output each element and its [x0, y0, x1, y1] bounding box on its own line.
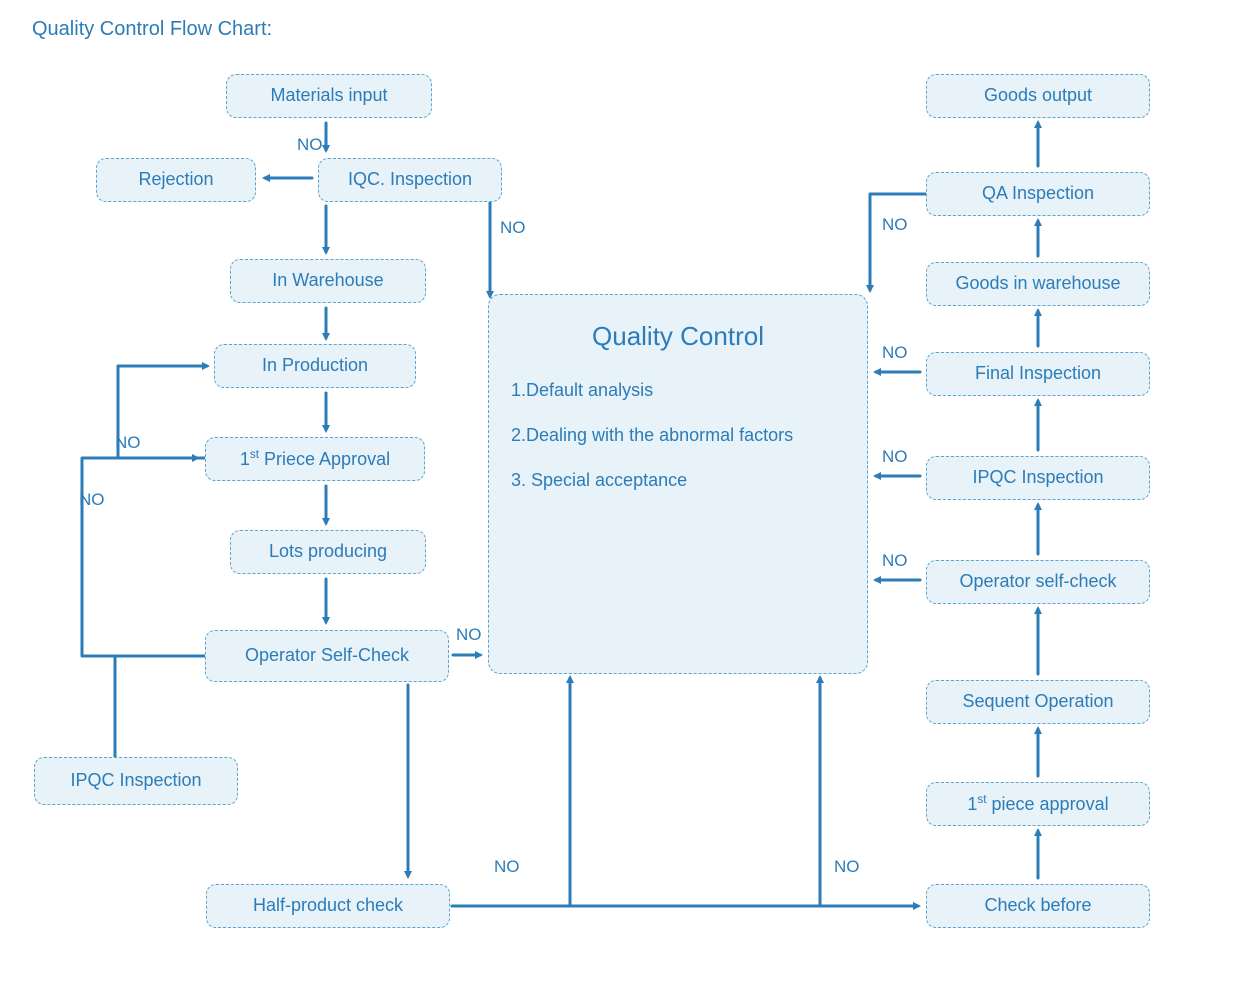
edge-label-no: NO [882, 447, 908, 467]
node-qainsp: QA Inspection [926, 172, 1150, 216]
node-finalinsp: Final Inspection [926, 352, 1150, 396]
node-label: Goods output [984, 85, 1092, 107]
node-rejection: Rejection [96, 158, 256, 202]
node-label: 1st piece approval [967, 793, 1108, 816]
quality-control-box: Quality Control 1.Default analysis 2.Deali… [488, 294, 868, 674]
edge-label-no: NO [882, 551, 908, 571]
node-goodswh: Goods in warehouse [926, 262, 1150, 306]
node-label: QA Inspection [982, 183, 1094, 205]
qc-item: 3. Special acceptance [511, 470, 845, 491]
qc-title: Quality Control [511, 321, 845, 352]
node-label: IPQC Inspection [972, 467, 1103, 489]
node-label: IQC. Inspection [348, 169, 472, 191]
node-halfprod: Half-product check [206, 884, 450, 928]
node-ipqc_right: IPQC Inspection [926, 456, 1150, 500]
node-label: Operator Self-Check [245, 645, 409, 667]
edge-label-no: NO [494, 857, 520, 877]
edge-label-no: NO [79, 490, 105, 510]
node-label: In Production [262, 355, 368, 377]
diagram-title: Quality Control Flow Chart: [32, 18, 272, 41]
node-opselfcheck2: Operator self-check [926, 560, 1150, 604]
qc-item: 2.Dealing with the abnormal factors [511, 425, 845, 446]
node-warehouse: In Warehouse [230, 259, 426, 303]
node-iqc: IQC. Inspection [318, 158, 502, 202]
node-checkbefore: Check before [926, 884, 1150, 928]
node-ipqc_left: IPQC Inspection [34, 757, 238, 805]
node-goodsout: Goods output [926, 74, 1150, 118]
qc-item: 1.Default analysis [511, 380, 845, 401]
edge-label-no: NO [297, 135, 323, 155]
edge-label-no: NO [456, 625, 482, 645]
node-label: Half-product check [253, 895, 403, 917]
node-label: In Warehouse [272, 270, 383, 292]
node-seqop: Sequent Operation [926, 680, 1150, 724]
node-label: Check before [984, 895, 1091, 917]
node-label: Lots producing [269, 541, 387, 563]
node-lots: Lots producing [230, 530, 426, 574]
edge-label-no: NO [115, 433, 141, 453]
node-inprod: In Production [214, 344, 416, 388]
edge-label-no: NO [882, 215, 908, 235]
flowchart-canvas: Quality Control Flow Chart: Materials in… [0, 0, 1236, 988]
node-label: Materials input [270, 85, 387, 107]
node-label: Goods in warehouse [955, 273, 1120, 295]
node-label: IPQC Inspection [70, 770, 201, 792]
node-label: Sequent Operation [962, 691, 1113, 713]
node-priece: 1st Priece Approval [205, 437, 425, 481]
node-label: Operator self-check [959, 571, 1116, 593]
edge-label-no: NO [882, 343, 908, 363]
node-label: Rejection [138, 169, 213, 191]
node-label: Final Inspection [975, 363, 1101, 385]
edge-label-no: NO [834, 857, 860, 877]
node-pieceappr: 1st piece approval [926, 782, 1150, 826]
arrow-a29 [870, 194, 926, 290]
edge-label-no: NO [500, 218, 526, 238]
node-opselfcheck: Operator Self-Check [205, 630, 449, 682]
arrow-a14 [82, 458, 205, 656]
node-materials: Materials input [226, 74, 432, 118]
node-label: 1st Priece Approval [240, 448, 390, 471]
